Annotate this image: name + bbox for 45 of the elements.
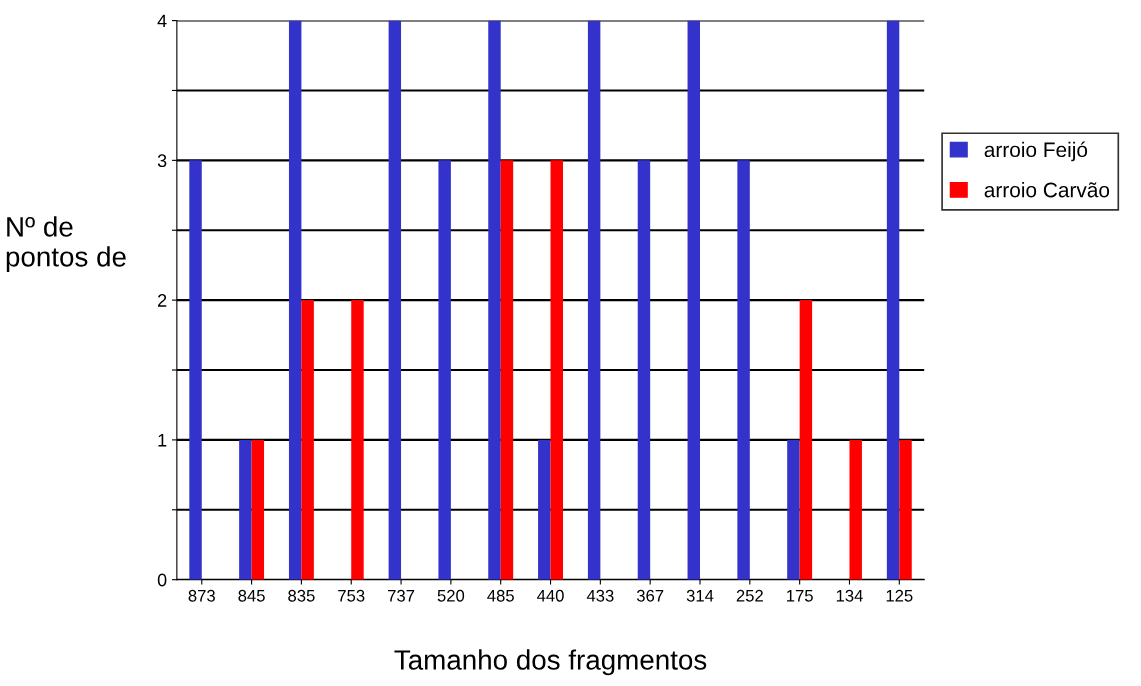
bar (288, 20, 302, 580)
bar (388, 20, 402, 580)
x-tick-label: 520 (437, 589, 465, 602)
legend-label: arroio Feijó (984, 141, 1088, 162)
x-tick-label: 753 (338, 589, 365, 602)
bar (189, 160, 202, 580)
x-tick-label: 873 (188, 589, 215, 602)
bar (550, 160, 563, 580)
bar (799, 300, 813, 580)
bar (500, 160, 514, 580)
x-tick-label: 737 (388, 589, 415, 602)
x-tick-label: 433 (586, 589, 614, 602)
y-tick-label: 2 (158, 294, 167, 307)
bar (737, 160, 750, 580)
bar (351, 300, 364, 580)
bar (239, 439, 252, 580)
x-tick-label: 485 (487, 589, 514, 602)
bar (787, 439, 800, 580)
bar (538, 439, 551, 580)
legend-label: arroio Carvão (984, 182, 1110, 198)
y-tick-label: 1 (158, 434, 167, 447)
bar (687, 20, 700, 580)
x-tick-label: 134 (836, 589, 863, 602)
x-tick-label: 367 (636, 589, 664, 602)
y-tick-label: 4 (157, 14, 167, 28)
bar (587, 20, 601, 580)
x-tick-label: 175 (787, 590, 813, 602)
x-tick-label: 125 (886, 589, 913, 602)
y-tick-label: 3 (157, 154, 167, 168)
y-tick-label: 0 (157, 573, 167, 587)
x-tick-label: 314 (686, 589, 714, 602)
x-axis-title: Tamanho dos fragmentos (394, 649, 707, 676)
x-tick-label: 252 (736, 589, 763, 602)
bar (849, 439, 862, 580)
bar (251, 439, 265, 580)
bar (488, 20, 501, 580)
y-axis-title: Nº de pontos de (6, 216, 126, 273)
x-tick-label: 845 (238, 589, 265, 602)
bar (886, 20, 900, 580)
bar (438, 160, 451, 580)
bar (899, 439, 912, 580)
x-tick-label: 440 (537, 589, 564, 602)
x-tick-label: 835 (288, 589, 315, 602)
bar (637, 160, 651, 580)
bar (301, 300, 314, 580)
